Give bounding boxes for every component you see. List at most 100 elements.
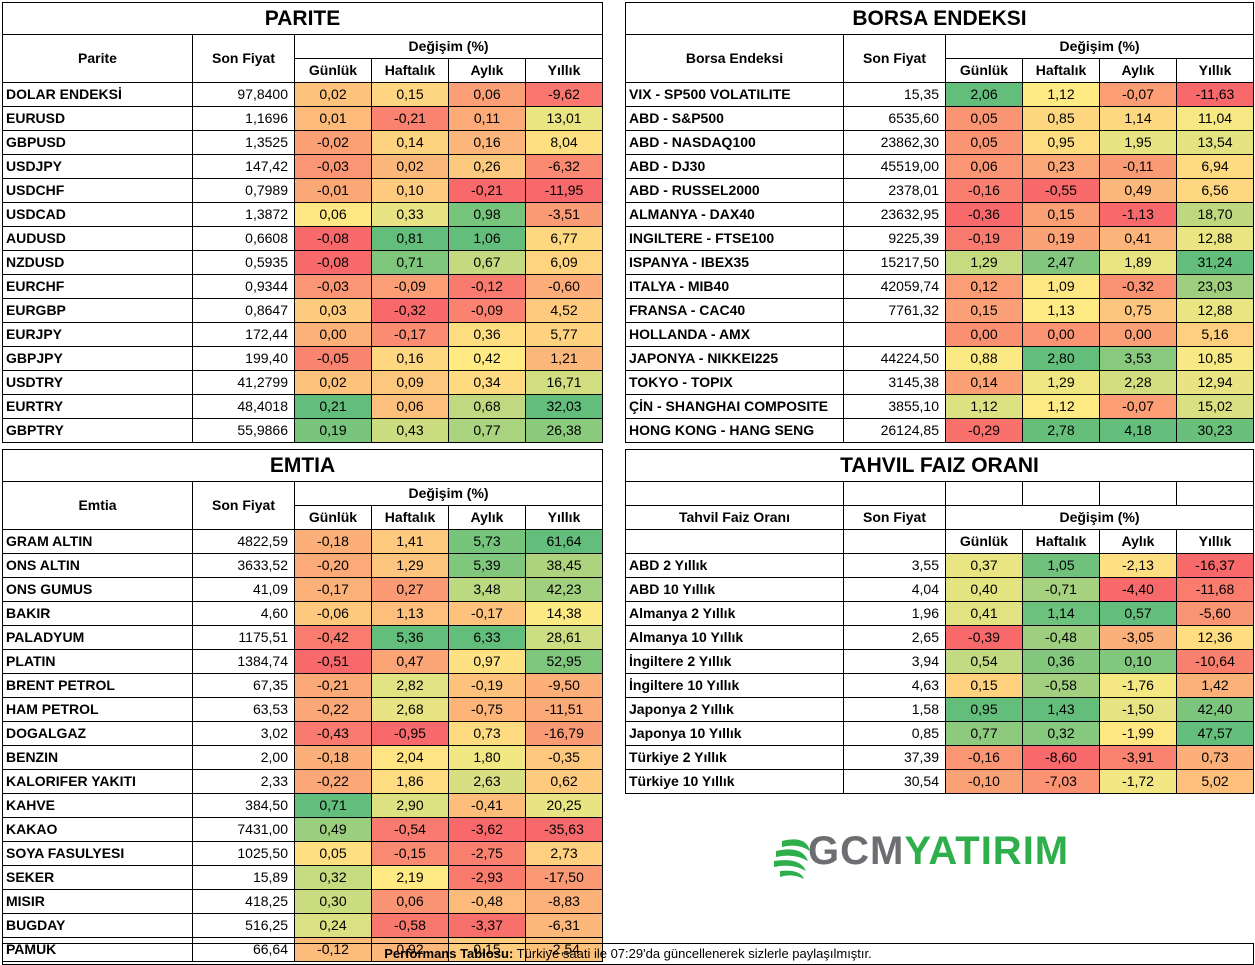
tahvil-row-change-3: -5,60 (1175, 601, 1255, 626)
borsa-row-price: 3855,10 (843, 394, 946, 419)
table-row: HAM PETROL 63,53 -0,22 2,68 -0,75 -11,51 (2, 697, 604, 722)
emtia-row-name: ONS GUMUS (2, 577, 193, 602)
emtia-row-change-2: 0,15 (448, 937, 526, 962)
emtia-row-change-2: 1,80 (448, 745, 526, 770)
tahvil-title-row: TAHVIL FAIZ ORANI (624, 449, 1255, 482)
emtia-row-change-2: -2,75 (448, 841, 526, 866)
emtia-row-change-3: -16,79 (524, 721, 604, 746)
emtia-col-price: Son Fiyat (192, 481, 295, 530)
tahvil-row-name: Japonya 2 Yıllık (625, 697, 844, 722)
tahvil-row-change-3: -10,64 (1175, 649, 1255, 674)
emtia-row-change-3: -8,83 (524, 889, 604, 914)
emtia-row-change-3: -35,63 (524, 817, 604, 842)
emtia-row-change-1: 0,47 (371, 649, 449, 674)
tahvil-row-change-2: -3,91 (1099, 745, 1177, 770)
emtia-row-change-1: 1,86 (371, 769, 449, 794)
borsa-row-change-0: 0,14 (945, 370, 1023, 395)
emtia-row-change-1: 2,82 (371, 673, 449, 698)
tahvil-row-name: İngiltere 10 Yıllık (625, 673, 844, 698)
parite-row-change-0: -0,03 (294, 154, 372, 179)
tahvil-row-name: Türkiye 10 Yıllık (625, 769, 844, 794)
tahvil-row-change-3: 0,73 (1175, 745, 1255, 770)
tahvil-row-change-1: 0,32 (1022, 721, 1100, 746)
borsa-header-row: Borsa Endeksi Son Fiyat Değişim (%) (625, 34, 1255, 83)
table-row: ISPANYA - IBEX35 15217,50 1,29 2,47 1,89 31,2… (625, 250, 1255, 275)
table-row: Japonya 10 Yıllık 0,85 0,77 0,32 -1,99 47,57 (625, 721, 1255, 746)
parite-row-name: AUDUSD (2, 226, 193, 251)
emtia-row-name: SOYA FASULYESI (2, 841, 193, 866)
borsa-row-change-2: 3,53 (1099, 346, 1177, 371)
parite-row-change-1: 0,71 (371, 250, 449, 275)
borsa-period-1: Haftalık (1022, 58, 1100, 83)
tahvil-row-change-2: -1,72 (1099, 769, 1177, 794)
borsa-row-name: VIX - SP500 VOLATILITE (625, 82, 844, 107)
parite-row-change-2: 0,34 (448, 370, 526, 395)
table-row: DOGALGAZ 3,02 -0,43 -0,95 0,73 -16,79 (2, 721, 604, 746)
borsa-row-change-2: 1,95 (1099, 130, 1177, 155)
emtia-row-price: 4822,59 (192, 529, 295, 554)
tahvil-row-change-3: 5,02 (1175, 769, 1255, 794)
borsa-row-change-3: 23,03 (1175, 274, 1255, 299)
borsa-row-change-1: 1,09 (1022, 274, 1100, 299)
borsa-row-change-2: -0,07 (1099, 394, 1177, 419)
emtia-row-name: PLATIN (2, 649, 193, 674)
emtia-row-name: PALADYUM (2, 625, 193, 650)
borsa-row-change-0: 1,12 (945, 394, 1023, 419)
borsa-row-name: ISPANYA - IBEX35 (625, 250, 844, 275)
parite-row-price: 1,3872 (192, 202, 295, 227)
emtia-row-change-0: -0,21 (294, 673, 372, 698)
borsa-row-change-1: 1,13 (1022, 298, 1100, 323)
borsa-row-name: INGILTERE - FTSE100 (625, 226, 844, 251)
emtia-row-change-2: -3,62 (448, 817, 526, 842)
parite-col-price: Son Fiyat (192, 34, 295, 83)
parite-row-change-3: 4,52 (524, 298, 604, 323)
parite-row-change-3: 26,38 (524, 418, 604, 443)
borsa-title-row: BORSA ENDEKSI (624, 2, 1255, 35)
tahvil-row-change-2: -4,40 (1099, 577, 1177, 602)
tahvil-row-change-1: 1,05 (1022, 553, 1100, 578)
table-row: TOKYO - TOPIX 3145,38 0,14 1,29 2,28 12,94 (625, 370, 1255, 395)
emtia-period-row: Günlük Haftalık Aylık Yıllık (3, 505, 604, 530)
table-row: HOLLANDA - AMX 0,00 0,00 0,00 5,16 (625, 322, 1255, 347)
emtia-row-price: 1175,51 (192, 625, 295, 650)
emtia-row-change-2: -0,75 (448, 697, 526, 722)
table-row: GBPUSD 1,3525 -0,02 0,14 0,16 8,04 (2, 130, 604, 155)
parite-row-change-2: 0,16 (448, 130, 526, 155)
emtia-row-change-2: -0,41 (448, 793, 526, 818)
logo-swoosh-icon (774, 839, 810, 879)
table-row: EURCHF 0,9344 -0,03 -0,09 -0,12 -0,60 (2, 274, 604, 299)
parite-row-change-2: 0,11 (448, 106, 526, 131)
emtia-row-price: 2,00 (192, 745, 295, 770)
borsa-row-change-3: 18,70 (1175, 202, 1255, 227)
emtia-row-name: KAKAO (2, 817, 193, 842)
borsa-row-change-1: 0,00 (1022, 322, 1100, 347)
table-row: GRAM ALTIN 4822,59 -0,18 1,41 5,73 61,64 (2, 529, 604, 554)
table-row: ITALYA - MIB40 42059,74 0,12 1,09 -0,32 23,03 (625, 274, 1255, 299)
tahvil-row-name: İngiltere 2 Yıllık (625, 649, 844, 674)
table-row: ABD - S&P500 6535,60 0,05 0,85 1,14 11,04 (625, 106, 1255, 131)
parite-row-price: 199,40 (192, 346, 295, 371)
emtia-row-change-2: 0,97 (448, 649, 526, 674)
emtia-row-change-1: -0,54 (371, 817, 449, 842)
borsa-table: BORSA ENDEKSI Borsa Endeksi Son Fiyat Değiş… (624, 2, 1255, 443)
parite-row-name: USDCAD (2, 202, 193, 227)
borsa-row-change-0: -0,19 (945, 226, 1023, 251)
tahvil-period-2: Aylık (1099, 529, 1177, 554)
emtia-row-change-0: 0,24 (294, 913, 372, 938)
table-row: İngiltere 2 Yıllık 3,94 0,54 0,36 0,10 -10,64 (625, 649, 1255, 674)
tahvil-row-change-0: 0,41 (945, 601, 1023, 626)
parite-row-price: 172,44 (192, 322, 295, 347)
emtia-row-change-2: -0,19 (448, 673, 526, 698)
emtia-row-change-1: -0,58 (371, 913, 449, 938)
borsa-row-price: 23862,30 (843, 130, 946, 155)
emtia-row-price: 63,53 (192, 697, 295, 722)
borsa-row-name: ÇİN - SHANGHAI COMPOSITE (625, 394, 844, 419)
logo-gcm: GCM (808, 829, 905, 873)
borsa-row-change-0: -0,36 (945, 202, 1023, 227)
borsa-row-change-3: 12,94 (1175, 370, 1255, 395)
table-row: SOYA FASULYESI 1025,50 0,05 -0,15 -2,75 2,73 (2, 841, 604, 866)
emtia-row-price: 66,64 (192, 937, 295, 962)
emtia-row-change-1: 2,90 (371, 793, 449, 818)
tahvil-blank-cell (1022, 481, 1100, 506)
parite-col-change: Değişim (%) (293, 34, 604, 59)
